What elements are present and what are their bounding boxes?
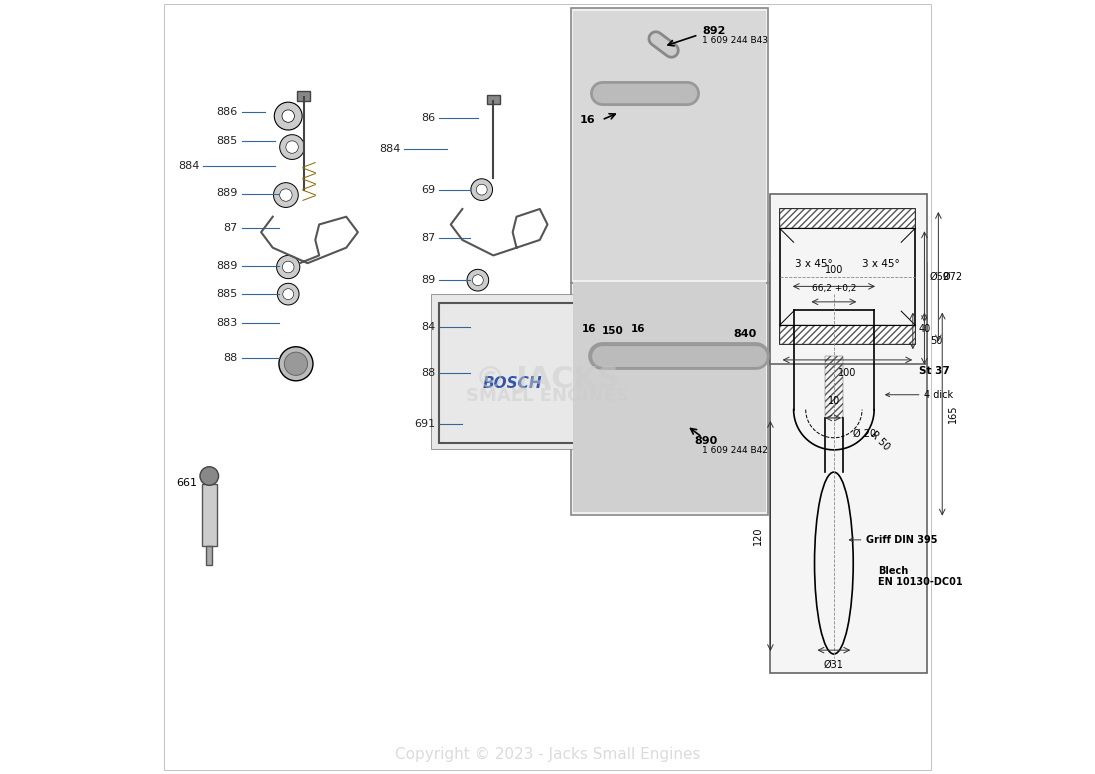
Text: SMALL ENGINES: SMALL ENGINES (466, 387, 629, 406)
Bar (439, 303, 586, 443)
Circle shape (475, 320, 488, 333)
Text: 100: 100 (839, 368, 856, 378)
Text: 892: 892 (702, 26, 726, 36)
Text: Ø59: Ø59 (929, 272, 949, 282)
Bar (431, 294, 593, 449)
Bar (780, 325, 915, 344)
Text: 1 609 244 B43: 1 609 244 B43 (702, 36, 769, 45)
Text: 889: 889 (217, 189, 238, 198)
Bar (298, 91, 310, 101)
Bar (780, 209, 915, 228)
Text: 120: 120 (752, 527, 763, 545)
Circle shape (283, 110, 295, 122)
Bar (206, 546, 212, 565)
Text: 885: 885 (217, 289, 238, 299)
Text: 50: 50 (931, 336, 943, 345)
Text: 88: 88 (223, 354, 238, 363)
Circle shape (283, 262, 295, 273)
Text: 691: 691 (414, 420, 436, 429)
Text: 10: 10 (828, 396, 840, 406)
Text: 87: 87 (420, 234, 436, 243)
Text: 1 609 244 B42: 1 609 244 B42 (702, 446, 769, 455)
Bar (573, 11, 765, 280)
Circle shape (279, 135, 304, 159)
Bar (570, 283, 768, 515)
Text: Copyright © 2023 - Jacks Small Engines: Copyright © 2023 - Jacks Small Engines (395, 747, 700, 762)
Text: 66,2 +0,2: 66,2 +0,2 (811, 283, 856, 293)
Bar (487, 95, 499, 104)
Text: R 50: R 50 (868, 430, 891, 453)
Text: 165: 165 (947, 405, 958, 423)
Bar (780, 209, 915, 344)
Text: 886: 886 (217, 108, 238, 117)
Circle shape (285, 352, 308, 375)
Text: 40: 40 (919, 324, 931, 334)
Text: 16: 16 (581, 324, 597, 334)
Bar (570, 8, 768, 283)
Bar (770, 194, 926, 364)
Text: St 37: St 37 (919, 366, 949, 376)
Text: 889: 889 (217, 262, 238, 271)
Text: 84: 84 (420, 322, 436, 331)
Text: Blech: Blech (878, 566, 908, 576)
Text: Ø 20: Ø 20 (853, 429, 876, 438)
Text: 661: 661 (176, 478, 198, 488)
Circle shape (472, 275, 483, 286)
Text: 3 x 45°: 3 x 45° (863, 259, 900, 269)
Text: 884: 884 (379, 144, 401, 153)
Circle shape (471, 179, 493, 200)
Circle shape (476, 184, 487, 195)
Text: 884: 884 (177, 161, 199, 170)
Text: 88: 88 (420, 368, 436, 378)
Text: © JACKS: © JACKS (475, 365, 620, 394)
Circle shape (274, 102, 302, 130)
Text: 87: 87 (223, 223, 238, 232)
Bar (573, 282, 765, 512)
Text: 86: 86 (422, 113, 436, 122)
Text: Griff DIN 395: Griff DIN 395 (850, 535, 938, 545)
Circle shape (279, 347, 313, 381)
Text: BOSCH: BOSCH (483, 375, 542, 391)
Text: 840: 840 (734, 330, 757, 339)
Circle shape (466, 269, 488, 291)
Circle shape (274, 183, 298, 207)
Text: 69: 69 (422, 185, 436, 194)
Text: Ø72: Ø72 (943, 272, 964, 282)
Text: 16: 16 (632, 324, 646, 334)
Text: 150: 150 (601, 327, 623, 336)
Circle shape (279, 189, 292, 201)
Circle shape (286, 141, 298, 153)
Text: 100: 100 (825, 265, 843, 275)
Text: Ø31: Ø31 (823, 659, 844, 670)
Text: 3 x 45°: 3 x 45° (795, 259, 832, 269)
Text: 883: 883 (217, 318, 238, 327)
Bar (201, 484, 217, 546)
Text: 885: 885 (217, 136, 238, 146)
Circle shape (277, 255, 300, 279)
Text: EN 10130-DC01: EN 10130-DC01 (878, 577, 963, 587)
Circle shape (283, 289, 293, 300)
Text: 890: 890 (694, 437, 718, 446)
Text: 4 dick: 4 dick (886, 390, 954, 399)
Circle shape (200, 467, 219, 485)
Circle shape (277, 283, 299, 305)
Text: 16: 16 (580, 115, 596, 125)
Text: 89: 89 (420, 276, 436, 285)
Circle shape (470, 314, 494, 339)
Bar (825, 356, 843, 418)
Bar (770, 263, 926, 673)
